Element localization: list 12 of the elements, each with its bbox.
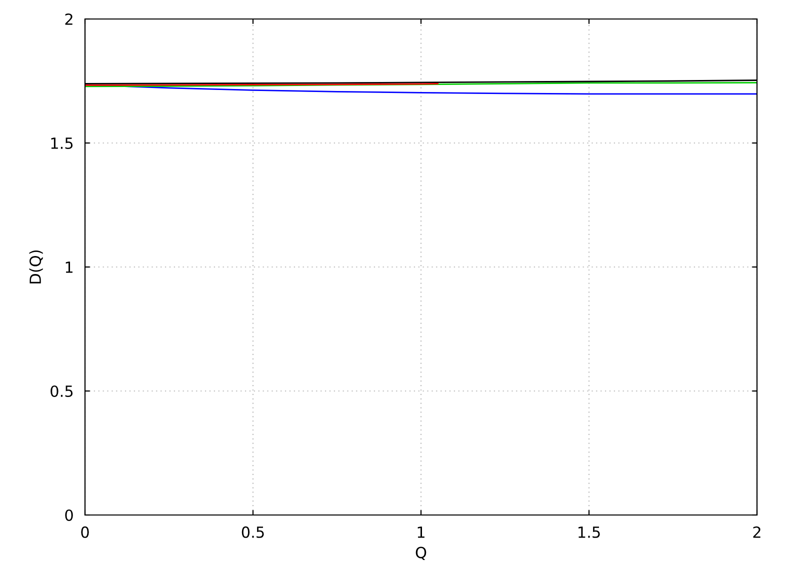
x-tick-label: 0 (81, 526, 89, 538)
y-tick-label: 0 (65, 509, 73, 522)
x-tick-label: 1 (418, 526, 424, 538)
y-tick-label: 1 (66, 262, 72, 273)
y-tick-label: 0.5 (50, 385, 73, 398)
y-tick-label: 2 (65, 13, 72, 25)
y-axis-title: D(Q) (29, 250, 43, 284)
y-tick-label: 1.5 (51, 138, 73, 150)
x-tick-label: 0.5 (242, 526, 264, 538)
x-tick-label: 2 (753, 526, 760, 538)
x-tick-label: 1.5 (578, 526, 600, 538)
x-axis-title: Q (416, 546, 426, 560)
